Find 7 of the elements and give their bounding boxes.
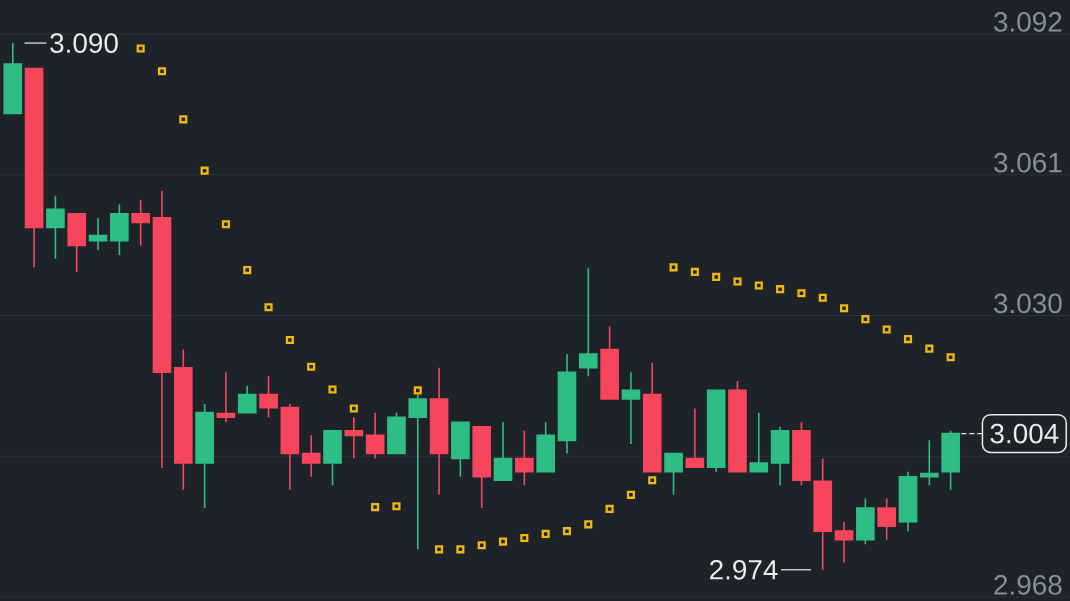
- y-tick-label: 3.061: [994, 152, 1062, 173]
- y-tick-label: 3.092: [994, 12, 1062, 32]
- annotation: 3.090: [50, 33, 118, 53]
- ref-line-label: 3.004: [990, 423, 1059, 444]
- annotation: 2.974: [710, 559, 778, 580]
- y-tick-label: 3.030: [994, 293, 1062, 314]
- y-tick-label: 2.968: [994, 575, 1062, 595]
